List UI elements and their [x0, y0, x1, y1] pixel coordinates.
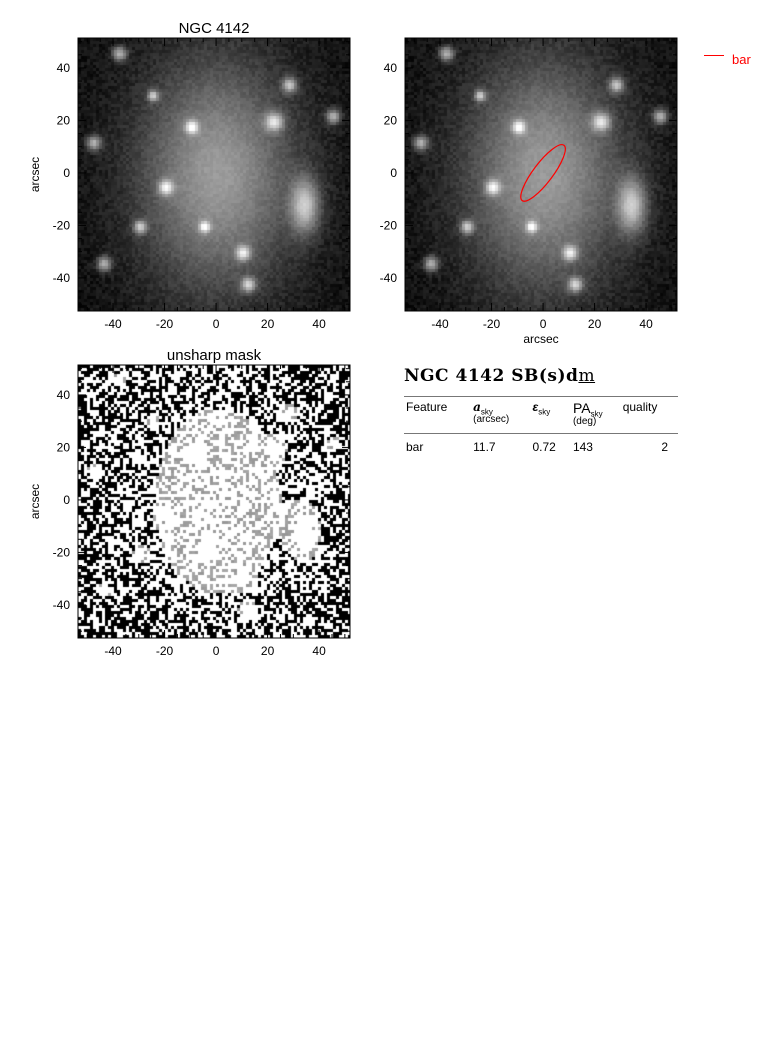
- panel-title: unsharp mask: [167, 347, 262, 364]
- x-axis-label: arcsec: [523, 332, 558, 346]
- x-tick-label: -40: [104, 644, 122, 658]
- y-tick-label: 20: [57, 440, 71, 454]
- cell: 0.72: [532, 440, 556, 454]
- x-tick-label: 0: [213, 317, 220, 331]
- x-tick-label: 40: [639, 317, 653, 331]
- x-tick-label: 20: [261, 317, 275, 331]
- x-tick-label: 20: [588, 317, 602, 331]
- legend: bar: [704, 52, 751, 67]
- bar-ellipse: [520, 144, 566, 202]
- y-tick-label: 40: [57, 61, 71, 75]
- y-tick-label: 40: [57, 388, 71, 402]
- y-tick-label: 0: [390, 166, 397, 180]
- header-feature: Feature: [404, 396, 472, 434]
- y-axis-label: arcsec: [28, 157, 42, 192]
- x-tick-label: 0: [213, 644, 220, 658]
- y-tick-label: -40: [53, 598, 71, 612]
- y-tick-label: -20: [53, 218, 71, 232]
- title-text: NGC 4142 SB(s)d: [404, 366, 579, 386]
- table-header: Feature asky (arcsec) εsky PAsky (deg) qua…: [404, 396, 678, 434]
- cell: bar: [406, 440, 424, 454]
- title-suffix: m: [578, 366, 596, 386]
- cell: 2: [661, 440, 668, 454]
- bar-parameters-table: Feature asky (arcsec) εsky PAsky (deg) qua…: [404, 396, 678, 457]
- panel-title: NGC 4142: [179, 20, 250, 37]
- y-tick-label: -40: [380, 271, 398, 285]
- unsharp-mask-image: [78, 365, 350, 638]
- header-pa: PAsky (deg): [570, 396, 621, 434]
- y-tick-label: 40: [384, 61, 398, 75]
- cell: 11.7: [473, 440, 496, 454]
- cell: 143: [572, 440, 593, 454]
- y-tick-label: 0: [63, 166, 70, 180]
- header-a: asky (arcsec): [471, 396, 531, 434]
- legend-label: bar: [732, 52, 751, 67]
- galaxy-image: [78, 38, 350, 311]
- table-row: bar 11.7 0.72 143 2: [404, 434, 678, 458]
- legend-line: [704, 55, 724, 57]
- x-tick-label: 0: [540, 317, 547, 331]
- axes-frame: [77, 37, 351, 312]
- x-tick-label: 40: [312, 644, 326, 658]
- axes-frame: [77, 364, 351, 639]
- y-tick-label: -20: [53, 545, 71, 559]
- x-tick-label: 20: [261, 644, 275, 658]
- y-tick-label: 20: [57, 113, 71, 127]
- y-axis-label: arcsec: [28, 484, 42, 519]
- axes-frame: [404, 37, 678, 312]
- y-tick-label: -20: [380, 218, 398, 232]
- x-tick-label: -20: [156, 644, 174, 658]
- x-tick-label: -20: [156, 317, 174, 331]
- table-title: NGC 4142 SB(s)dm: [404, 366, 595, 386]
- x-tick-label: -40: [104, 317, 122, 331]
- y-tick-label: -40: [53, 271, 71, 285]
- header-quality: quality: [620, 396, 678, 434]
- x-tick-label: -40: [431, 317, 449, 331]
- y-tick-label: 20: [384, 113, 398, 127]
- y-tick-label: 0: [63, 493, 70, 507]
- galaxy-image-with-bar: [405, 38, 677, 311]
- header-eps: εsky: [530, 396, 571, 434]
- x-tick-label: -20: [483, 317, 501, 331]
- x-tick-label: 40: [312, 317, 326, 331]
